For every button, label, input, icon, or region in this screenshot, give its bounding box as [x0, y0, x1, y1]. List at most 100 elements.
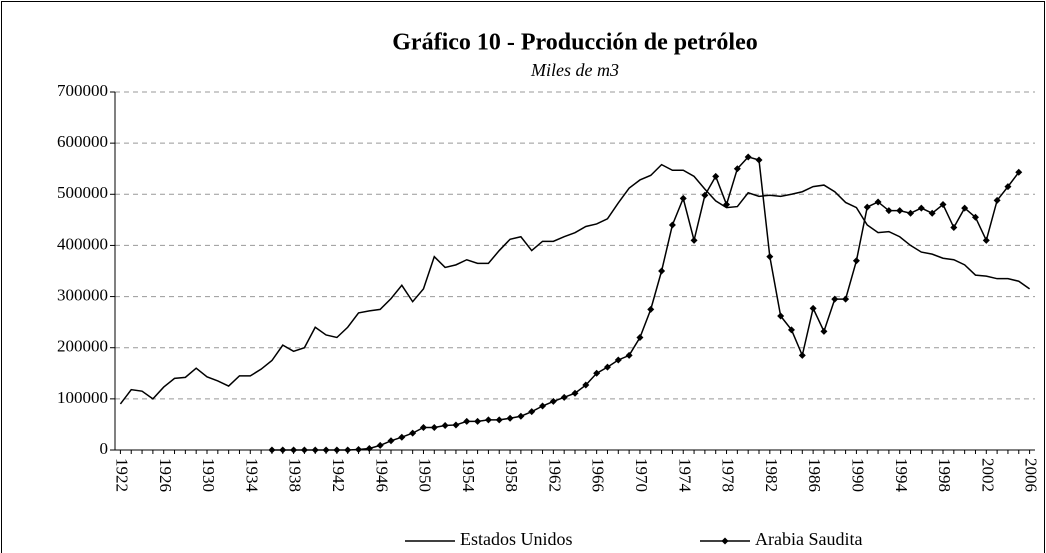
x-tick-label: 1922 [113, 458, 132, 492]
series-marker [582, 381, 590, 389]
series-marker [333, 446, 341, 454]
series-marker [755, 156, 763, 164]
series-marker [636, 333, 644, 341]
series-marker [668, 221, 676, 229]
series-marker [842, 295, 850, 303]
series-marker [993, 196, 1001, 204]
series-marker [495, 416, 503, 424]
series-marker [603, 363, 611, 371]
x-tick-label: 1970 [632, 458, 651, 492]
series-marker [484, 416, 492, 424]
series-marker [798, 351, 806, 359]
series-marker [279, 446, 287, 454]
series-marker [344, 446, 352, 454]
series-marker [268, 446, 276, 454]
series-marker [517, 412, 525, 420]
series-marker [409, 429, 417, 437]
x-tick-label: 1926 [156, 458, 175, 492]
series-marker [571, 389, 579, 397]
series-marker [452, 421, 460, 429]
series-marker [777, 312, 785, 320]
series-marker [463, 417, 471, 425]
series-marker [300, 446, 308, 454]
legend-label: Arabia Saudita [755, 529, 862, 549]
x-tick-label: 1950 [416, 458, 435, 492]
series-marker [733, 165, 741, 173]
series-marker [322, 446, 330, 454]
x-tick-label: 1958 [502, 458, 521, 492]
x-tick-label: 1954 [459, 458, 478, 493]
x-tick-label: 1930 [199, 458, 218, 492]
y-tick-label: 100000 [57, 388, 108, 407]
series-marker [831, 295, 839, 303]
x-tick-label: 1978 [719, 458, 738, 492]
series-marker [441, 421, 449, 429]
series-line [119, 163, 1031, 405]
series-marker [658, 267, 666, 275]
x-tick-label: 1938 [286, 458, 305, 492]
series-marker [625, 351, 633, 359]
x-tick-label: 1946 [372, 458, 391, 492]
series-marker [376, 441, 384, 449]
series-marker [928, 209, 936, 217]
x-tick-label: 1942 [329, 458, 348, 492]
series-marker [896, 207, 904, 215]
legend-label: Estados Unidos [460, 529, 573, 549]
series-marker [971, 213, 979, 221]
x-tick-label: 2006 [1022, 458, 1041, 492]
series-marker [593, 369, 601, 377]
series-marker [809, 304, 817, 312]
y-tick-label: 600000 [57, 132, 108, 151]
series-marker [647, 305, 655, 313]
series-marker [679, 194, 687, 202]
y-tick-label: 200000 [57, 337, 108, 356]
series-marker [528, 408, 536, 416]
series-marker [907, 209, 915, 217]
series-marker [766, 253, 774, 261]
series-marker [863, 203, 871, 211]
x-tick-label: 1974 [675, 458, 694, 493]
series-marker [506, 414, 514, 422]
series-marker [430, 423, 438, 431]
y-tick-label: 700000 [57, 81, 108, 100]
series-line [271, 156, 1020, 451]
x-tick-label: 1998 [935, 458, 954, 492]
series-marker [939, 201, 947, 209]
series-marker [690, 236, 698, 244]
chart-title: Gráfico 10 - Producción de petróleo [392, 30, 757, 56]
series-marker [549, 397, 557, 405]
series-marker [820, 327, 828, 335]
chart-subtitle: Miles de m3 [530, 60, 619, 80]
x-tick-label: 1990 [849, 458, 868, 492]
x-tick-label: 1966 [589, 458, 608, 492]
series-marker [885, 207, 893, 215]
series-marker [852, 257, 860, 265]
series-marker [398, 433, 406, 441]
series-marker [365, 444, 373, 452]
series-marker [712, 172, 720, 180]
series-marker [917, 204, 925, 212]
series-marker [723, 201, 731, 209]
y-tick-label: 400000 [57, 234, 108, 253]
x-tick-label: 1986 [805, 458, 824, 492]
x-tick-label: 2002 [978, 458, 997, 492]
series-marker [419, 423, 427, 431]
series-marker [982, 236, 990, 244]
series-marker [950, 224, 958, 232]
series-marker [311, 446, 319, 454]
series-marker [1004, 183, 1012, 191]
y-tick-label: 300000 [57, 285, 108, 304]
series-marker [961, 204, 969, 212]
x-tick-label: 1934 [242, 458, 261, 493]
y-tick-label: 0 [100, 439, 109, 458]
x-tick-label: 1962 [545, 458, 564, 492]
series-marker [387, 437, 395, 445]
y-tick-label: 500000 [57, 183, 108, 202]
legend-marker [721, 537, 729, 545]
series-marker [560, 393, 568, 401]
series-marker [539, 402, 547, 410]
series-marker [290, 446, 298, 454]
series-marker [701, 191, 709, 199]
